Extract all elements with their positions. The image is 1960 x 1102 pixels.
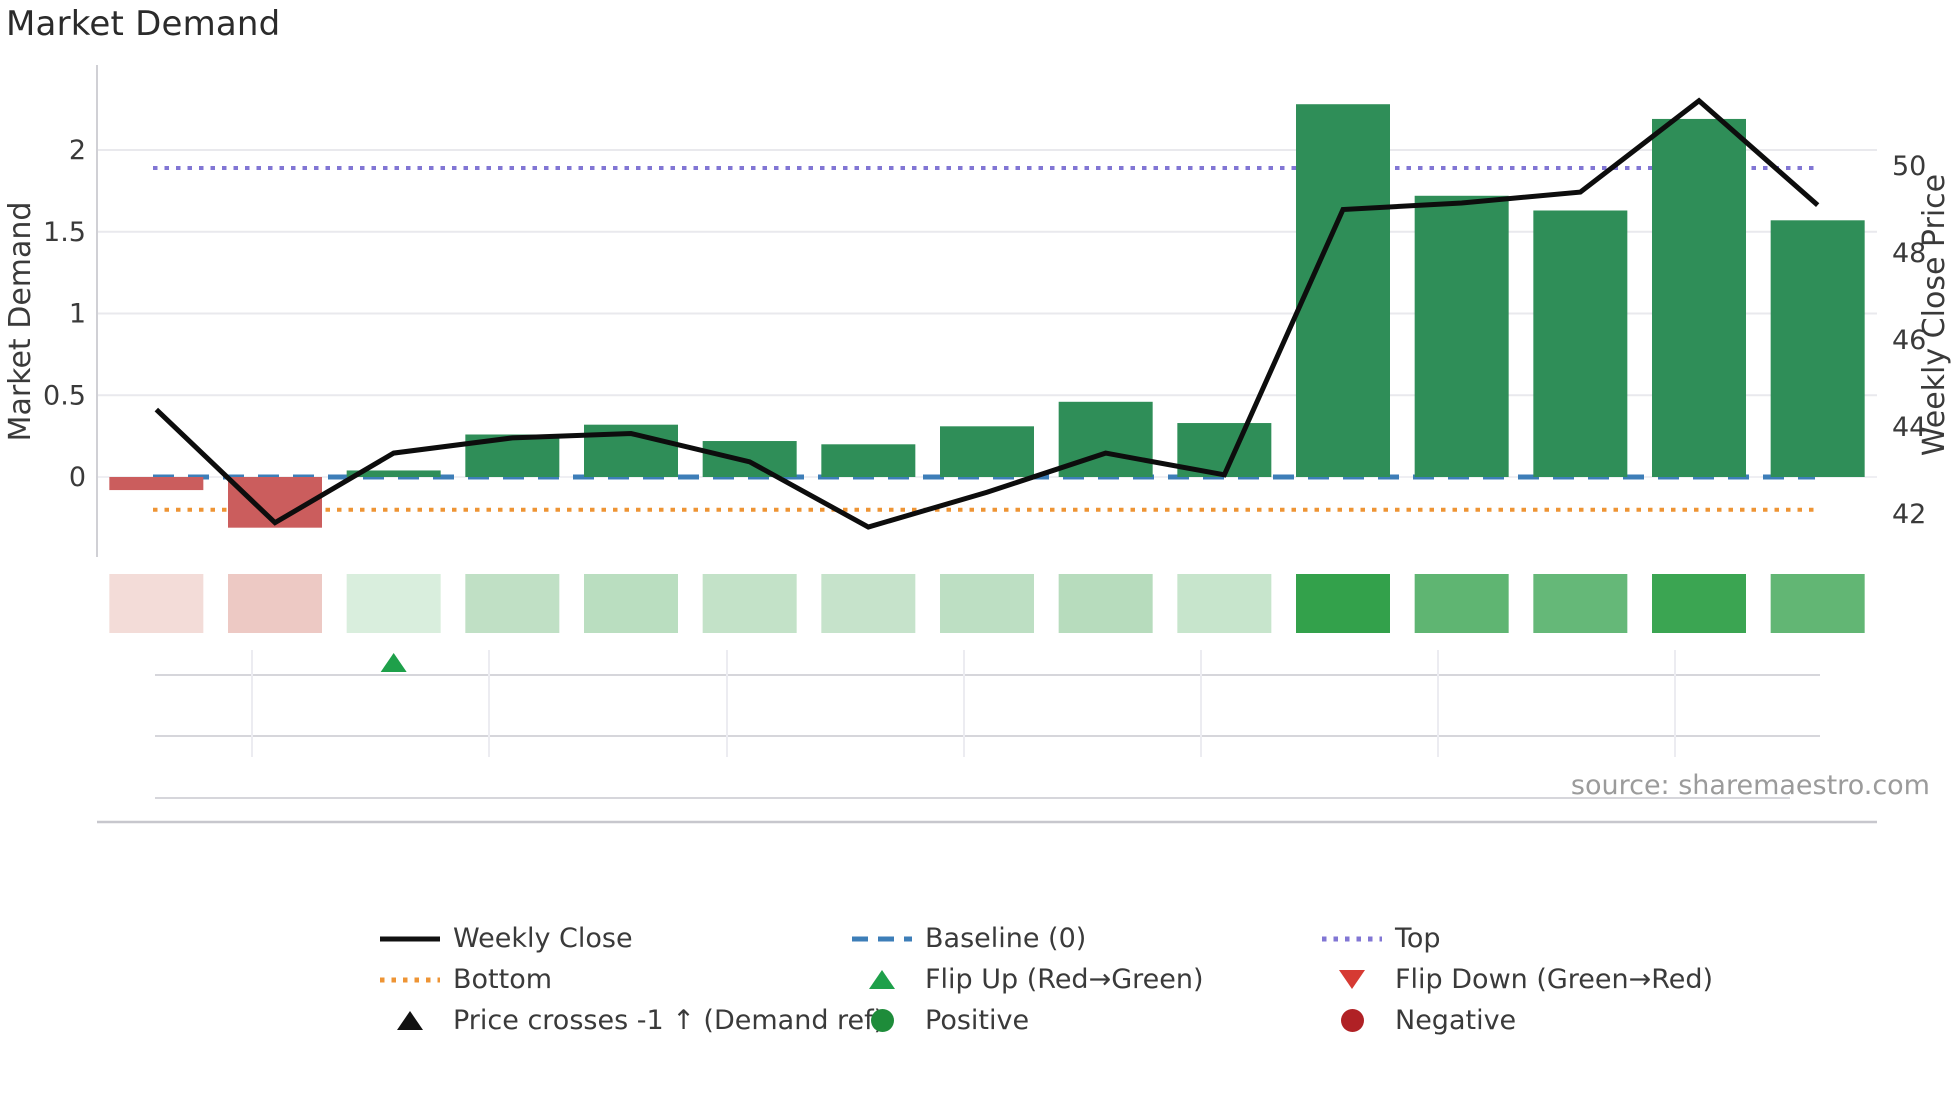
legend-label: Positive: [925, 1005, 1030, 1036]
line-dotted-swatch-icon: [1317, 934, 1387, 944]
heat-cell: [1177, 574, 1272, 633]
heat-cell: [109, 574, 204, 633]
right-tick-label: 42: [1892, 499, 1926, 530]
right-tick-label: 50: [1892, 151, 1926, 182]
heat-cell: [1296, 574, 1390, 633]
heat-cell: [1652, 574, 1746, 633]
demand-bar-positive: [1652, 118, 1746, 477]
legend-label: Negative: [1395, 1005, 1517, 1036]
legend-label: Weekly Close: [453, 923, 633, 954]
legend-item: Price crosses -1 ↑ (Demand ref): [375, 1000, 884, 1041]
right-axis-label: Weekly Close Price: [1917, 174, 1952, 456]
legend-item: Top: [1317, 918, 1713, 959]
heat-cell: [940, 574, 1034, 633]
heat-cell: [465, 574, 560, 633]
legend-item: Weekly Close: [375, 918, 884, 959]
source-attribution: source: sharemaestro.com: [1570, 770, 1930, 801]
legend-column: Baseline (0) Flip Up (Red→Green) Positive: [847, 918, 1204, 1041]
demand-bar-positive: [1414, 195, 1509, 477]
heat-cell: [584, 574, 678, 633]
legend-column: Weekly Close Bottom Price crosses -1 ↑ (De…: [375, 918, 884, 1041]
legend-item: Baseline (0): [847, 918, 1204, 959]
legend-label: Top: [1395, 923, 1441, 954]
legend-item: Flip Down (Green→Red): [1317, 959, 1713, 1000]
line-dashed-swatch-icon: [847, 934, 917, 944]
legend-label: Flip Down (Green→Red): [1395, 964, 1714, 995]
left-tick-label: 1.5: [43, 217, 86, 248]
demand-bar-positive: [940, 426, 1034, 477]
right-tick-label: 46: [1892, 325, 1926, 356]
demand-bar-positive: [1296, 104, 1390, 477]
demand-bar-positive: [346, 470, 441, 477]
demand-bar-negative: [109, 477, 204, 491]
left-tick-label: 1: [69, 299, 86, 330]
demand-bar-positive: [1770, 220, 1865, 477]
legend-label: Flip Up (Red→Green): [925, 964, 1204, 995]
left-axis-label: Market Demand: [3, 202, 38, 442]
heat-cell: [821, 574, 916, 633]
legend-item: Bottom: [375, 959, 884, 1000]
chart-title: Market Demand: [6, 4, 281, 44]
heat-cell: [1414, 574, 1509, 633]
weekly-close-line: [154, 97, 1820, 530]
left-tick-label: 0.5: [43, 380, 86, 411]
demand-bar-positive: [702, 441, 797, 477]
line-solid-swatch-icon: [375, 934, 445, 944]
triangle-up-swatch-icon: [375, 1011, 445, 1030]
left-tick-label: 0: [69, 462, 86, 493]
heat-cell: [1058, 574, 1153, 633]
right-tick-label: 48: [1892, 238, 1926, 269]
line-dotted-swatch-icon: [375, 975, 445, 985]
demand-bar-positive: [1533, 210, 1628, 477]
legend-item: Negative: [1317, 1000, 1713, 1041]
heat-cell: [346, 574, 441, 633]
heat-cell: [702, 574, 797, 633]
triangle-down-swatch-icon: [1317, 970, 1387, 989]
left-tick-label: 2: [69, 135, 86, 166]
demand-bar-positive: [821, 444, 916, 477]
circle-swatch-icon: [1317, 1009, 1387, 1032]
heat-cell: [228, 574, 322, 633]
legend-label: Price crosses -1 ↑ (Demand ref): [453, 1005, 885, 1036]
legend-column: Top Flip Down (Green→Red) Negative: [1317, 918, 1713, 1041]
legend-item: Flip Up (Red→Green): [847, 959, 1204, 1000]
flip-up-marker: [380, 653, 407, 672]
legend-label: Baseline (0): [925, 923, 1087, 954]
heat-cell: [1770, 574, 1865, 633]
triangle-up-swatch-icon: [847, 970, 917, 989]
legend-item: Positive: [847, 1000, 1204, 1041]
circle-swatch-icon: [847, 1009, 917, 1032]
legend-label: Bottom: [453, 964, 553, 995]
heat-cell: [1533, 574, 1628, 633]
right-tick-label: 44: [1892, 412, 1926, 443]
